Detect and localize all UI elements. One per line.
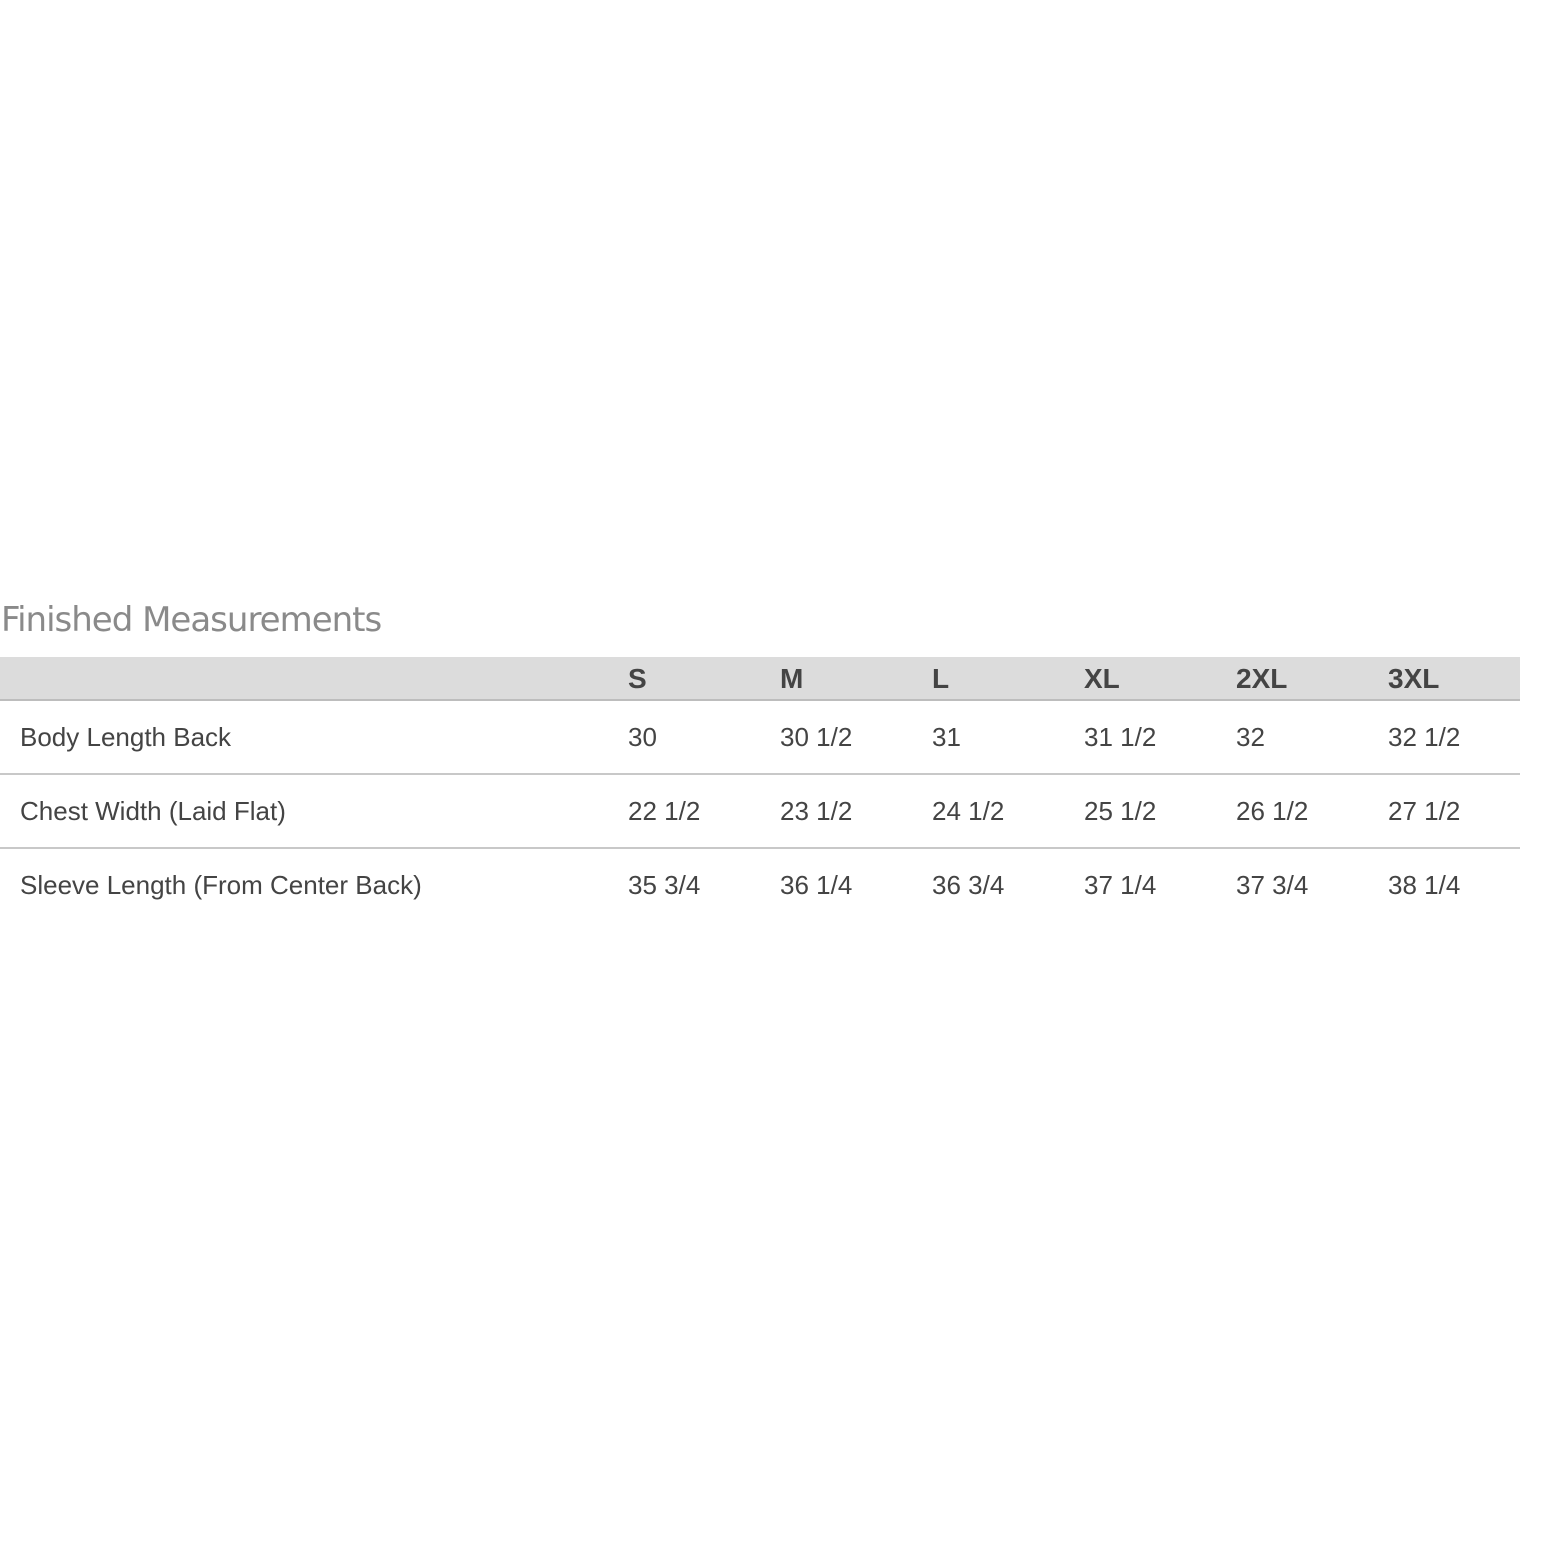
table-cell: 31 <box>932 722 961 752</box>
table-cell: 30 <box>628 722 657 752</box>
table-header: S M L XL 2XL 3XL <box>0 657 1520 701</box>
table-cell: 37 3/4 <box>1236 870 1309 900</box>
measurements-table: S M L XL 2XL 3XL Body Length Back 30 30 1/… <box>0 657 1520 921</box>
row-label: Body Length Back <box>20 722 232 752</box>
table-cell: 31 1/2 <box>1084 722 1157 752</box>
table-cell: 24 1/2 <box>932 796 1005 826</box>
table-cell: 26 1/2 <box>1236 796 1309 826</box>
column-header: XL <box>1084 663 1120 694</box>
table-cell: 37 1/4 <box>1084 870 1157 900</box>
row-label: Sleeve Length (From Center Back) <box>20 870 422 900</box>
table-cell: 36 1/4 <box>780 870 853 900</box>
table-cell: 38 1/4 <box>1388 870 1461 900</box>
table-row: Body Length Back 30 30 1/2 31 31 1/2 32 32 1/2 <box>0 701 1520 775</box>
column-header: 2XL <box>1236 663 1288 694</box>
row-label: Chest Width (Laid Flat) <box>20 796 286 826</box>
table-cell: 30 1/2 <box>780 722 853 752</box>
page-title: Finished Measurements <box>1 600 382 640</box>
table-cell: 35 3/4 <box>628 870 701 900</box>
table-cell: 23 1/2 <box>780 796 853 826</box>
table-cell: 36 3/4 <box>932 870 1005 900</box>
column-header: L <box>932 663 950 694</box>
column-header: M <box>780 663 804 694</box>
table-cell: 25 1/2 <box>1084 796 1157 826</box>
table-cell: 27 1/2 <box>1388 796 1461 826</box>
table-cell: 32 <box>1236 722 1265 752</box>
table-row: Chest Width (Laid Flat) 22 1/2 23 1/2 24 1/… <box>0 775 1520 849</box>
table-row: Sleeve Length (From Center Back) 35 3/4 36… <box>0 849 1520 921</box>
column-header: S <box>628 663 647 694</box>
column-header: 3XL <box>1388 663 1440 694</box>
table-cell: 32 1/2 <box>1388 722 1461 752</box>
table-cell: 22 1/2 <box>628 796 701 826</box>
